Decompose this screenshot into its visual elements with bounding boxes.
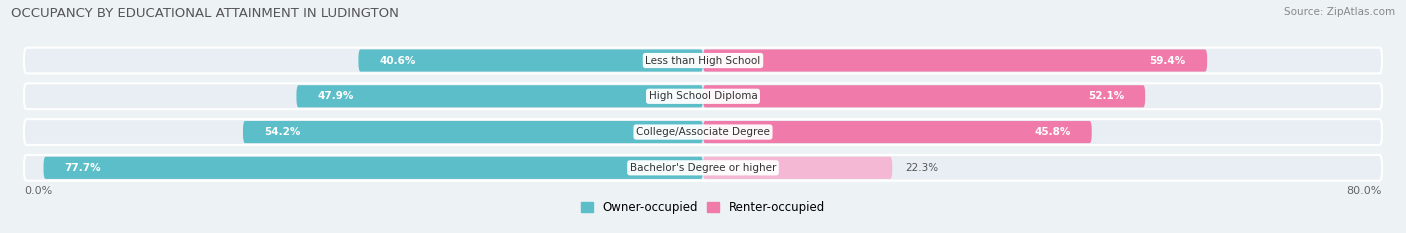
Text: Less than High School: Less than High School <box>645 55 761 65</box>
Legend: Owner-occupied, Renter-occupied: Owner-occupied, Renter-occupied <box>576 197 830 219</box>
FancyBboxPatch shape <box>24 83 1382 109</box>
Text: 0.0%: 0.0% <box>24 186 52 196</box>
Text: 22.3%: 22.3% <box>905 163 938 173</box>
Text: 45.8%: 45.8% <box>1035 127 1070 137</box>
Text: College/Associate Degree: College/Associate Degree <box>636 127 770 137</box>
FancyBboxPatch shape <box>24 48 1382 73</box>
Text: 52.1%: 52.1% <box>1088 91 1123 101</box>
FancyBboxPatch shape <box>243 121 703 143</box>
FancyBboxPatch shape <box>24 155 1382 181</box>
Text: 77.7%: 77.7% <box>65 163 101 173</box>
Text: 40.6%: 40.6% <box>380 55 416 65</box>
FancyBboxPatch shape <box>297 85 703 107</box>
FancyBboxPatch shape <box>703 49 1208 72</box>
FancyBboxPatch shape <box>44 157 703 179</box>
Text: 47.9%: 47.9% <box>318 91 354 101</box>
Text: High School Diploma: High School Diploma <box>648 91 758 101</box>
Text: Source: ZipAtlas.com: Source: ZipAtlas.com <box>1284 7 1395 17</box>
Text: 54.2%: 54.2% <box>264 127 301 137</box>
Text: OCCUPANCY BY EDUCATIONAL ATTAINMENT IN LUDINGTON: OCCUPANCY BY EDUCATIONAL ATTAINMENT IN L… <box>11 7 399 20</box>
Text: Bachelor's Degree or higher: Bachelor's Degree or higher <box>630 163 776 173</box>
Text: 80.0%: 80.0% <box>1347 186 1382 196</box>
FancyBboxPatch shape <box>703 85 1146 107</box>
FancyBboxPatch shape <box>24 119 1382 145</box>
FancyBboxPatch shape <box>703 121 1091 143</box>
FancyBboxPatch shape <box>703 157 893 179</box>
Text: 59.4%: 59.4% <box>1150 55 1185 65</box>
FancyBboxPatch shape <box>359 49 703 72</box>
